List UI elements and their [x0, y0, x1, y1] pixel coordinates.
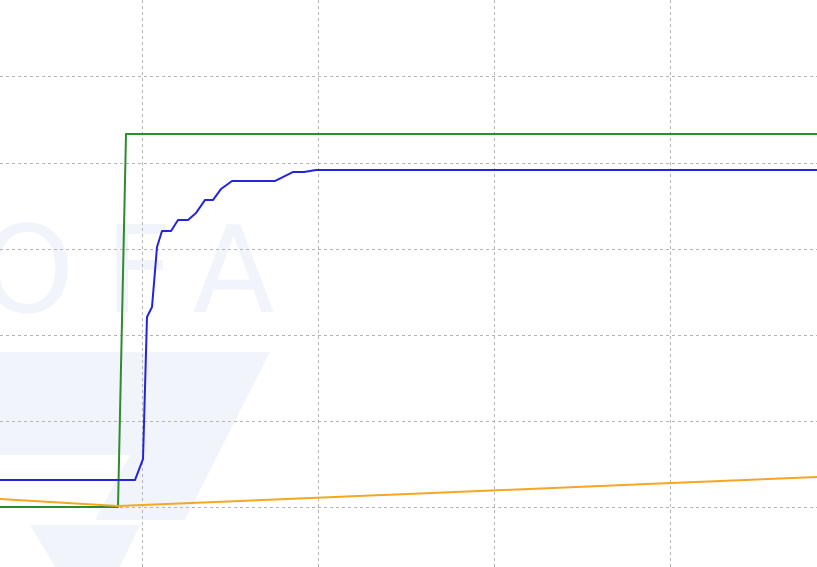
watermark: OFA	[0, 202, 305, 567]
series-line-3	[0, 476, 817, 507]
series-line-2	[0, 169, 817, 481]
watermark-text: OFA	[0, 202, 305, 341]
watermark-v-shape-lower	[30, 525, 140, 567]
series-group	[0, 133, 817, 508]
watermark-v-shape	[0, 352, 270, 520]
series-line-1	[0, 133, 817, 508]
